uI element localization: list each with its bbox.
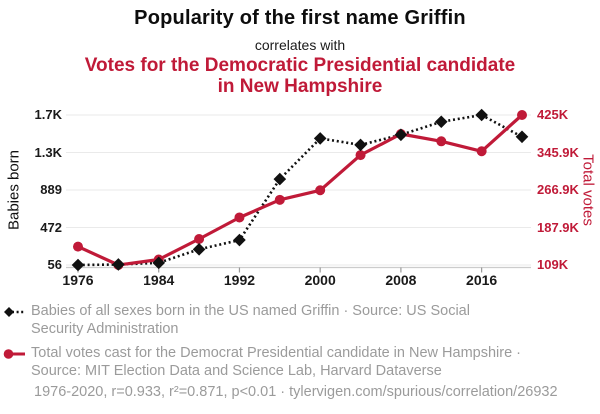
y-axis-left-tick-label: 1.7K bbox=[34, 107, 62, 122]
y-axis-right-tick-label: 345.9K bbox=[537, 144, 579, 160]
left-axis-title: Babies born bbox=[5, 149, 23, 231]
black-diamond-dotted-line-icon bbox=[4, 307, 25, 317]
legend-item-votes: Total votes cast for the Democrat Presid… bbox=[3, 344, 597, 380]
x-axis-tick-label: 1984 bbox=[143, 272, 175, 288]
y-axis-right-tick-label: 187.9K bbox=[537, 219, 579, 235]
x-axis-tick-label: 2016 bbox=[466, 272, 498, 288]
legend-label-votes: Total votes cast for the Democrat Presid… bbox=[31, 345, 521, 379]
red-circle-solid-line-icon bbox=[3, 349, 25, 359]
legend-item-babies: Babies of all sexes born in the US named… bbox=[3, 302, 597, 338]
right-axis-title: Total votes bbox=[579, 154, 597, 226]
correlation-line-chart bbox=[66, 108, 531, 273]
legend: Babies of all sexes born in the US named… bbox=[3, 302, 597, 386]
y-axis-left-tick-label: 1.3K bbox=[34, 144, 62, 160]
y-axis-right-tick-label: 109K bbox=[537, 257, 569, 272]
correlates-with-text: correlates with bbox=[254, 37, 346, 53]
y-axis-right-tick-label: 425K bbox=[537, 107, 569, 122]
x-axis-tick-label: 2008 bbox=[385, 272, 417, 288]
y-axis-right-tick-label: 266.9K bbox=[537, 182, 579, 197]
x-axis-tick-label: 1992 bbox=[223, 272, 256, 288]
x-axis-tick-label: 1976 bbox=[62, 272, 94, 288]
y-axis-left-tick-label: 472 bbox=[40, 219, 62, 235]
chart-title: Popularity of the first name Griffin bbox=[134, 7, 466, 29]
y-axis-left-tick-label: 889 bbox=[40, 182, 62, 197]
y-axis-left-tick-label: 56 bbox=[47, 257, 62, 272]
legend-label-babies: Babies of all sexes born in the US named… bbox=[31, 303, 470, 337]
stats-and-source-url: 1976-2020, r=0.933, r²=0.871, p<0.01 · t… bbox=[34, 384, 558, 400]
chart-subtitle: Votes for the Democratic Presidential ca… bbox=[84, 55, 516, 97]
x-axis-tick-label: 2000 bbox=[304, 272, 336, 288]
